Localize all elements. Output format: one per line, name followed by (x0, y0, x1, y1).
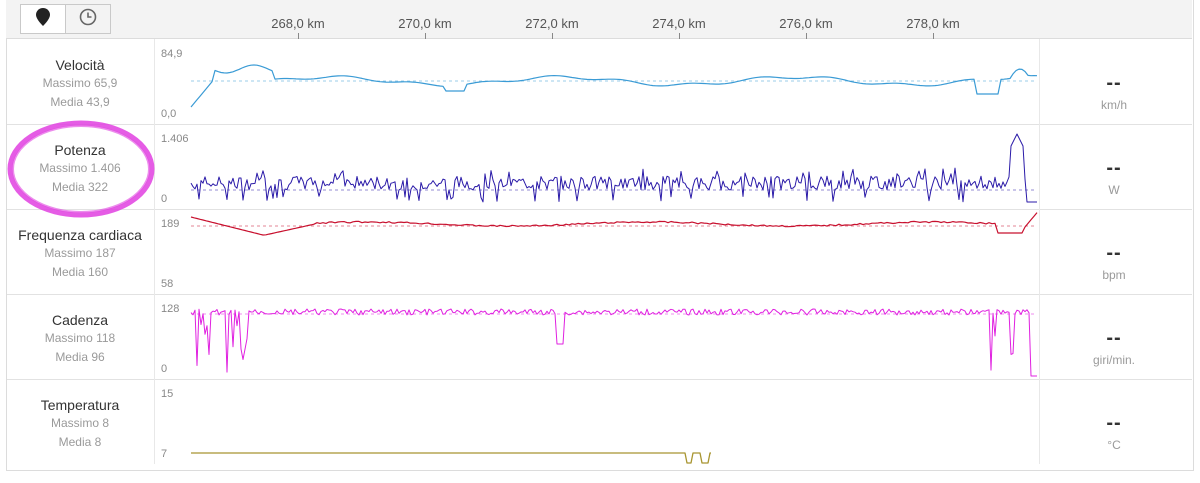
heart-rate-line (190, 212, 1038, 236)
unit-label: °C (1107, 438, 1121, 452)
axis-tick-label: 278,0 km (906, 16, 960, 31)
current-value-block: -- bpm (1039, 242, 1189, 284)
power-line (190, 133, 1037, 203)
metric-label-block: Frequenza cardiaca Massimo 187 Media 160 (7, 226, 153, 282)
y-max-label: 1.406 (161, 133, 189, 145)
cadence-chart[interactable]: 128 0 (154, 294, 1040, 379)
current-value-block: -- km/h (1039, 72, 1189, 114)
metric-label-block: Potenza Massimo 1.406 Media 322 (7, 141, 153, 197)
metric-title: Velocità (55, 57, 105, 73)
metric-label-block: Velocità Massimo 65,9 Media 43,9 (7, 56, 153, 112)
current-value-block: -- giri/min. (1039, 327, 1189, 369)
metric-label-block: Temperatura Massimo 8 Media 8 (7, 396, 153, 452)
current-value: -- (1106, 412, 1122, 434)
activity-panel (6, 0, 1194, 471)
unit-label: bpm (1102, 268, 1126, 282)
temperature-line (191, 452, 711, 464)
metric-avg: Media 96 (55, 350, 105, 364)
metric-row-frequenza-cardiaca[interactable]: Frequenza cardiaca Massimo 187 Media 160… (7, 209, 1192, 295)
axis-tick (933, 33, 934, 39)
current-value: -- (1106, 72, 1122, 94)
highlight-circle (7, 120, 155, 218)
distance-axis: 268,0 km 270,0 km 272,0 km 274,0 km 276,… (0, 0, 1200, 40)
axis-tick (806, 33, 807, 39)
metric-label-block: Cadenza Massimo 118 Media 96 (7, 311, 153, 367)
metric-title: Cadenza (51, 312, 109, 328)
metric-max: Massimo 1.406 (39, 161, 121, 175)
metric-avg: Media 8 (58, 435, 102, 449)
axis-tick-label: 268,0 km (271, 16, 325, 31)
y-max-label: 15 (161, 388, 174, 400)
current-value: -- (1106, 242, 1122, 264)
unit-label: km/h (1100, 98, 1127, 112)
current-value-block: -- °C (1039, 412, 1189, 454)
metric-row-velocita[interactable]: Velocità Massimo 65,9 Media 43,9 84,9 0,… (7, 39, 1192, 125)
speed-line (190, 64, 1038, 108)
speed-chart[interactable]: 84,9 0,0 (154, 39, 1040, 124)
axis-tick (552, 33, 553, 39)
metric-title: Temperatura (40, 397, 120, 413)
metric-max: Massimo 8 (50, 416, 109, 430)
axis-tick-label: 272,0 km (525, 16, 579, 31)
metric-avg: Media 43,9 (50, 95, 110, 109)
metric-title: Frequenza cardiaca (18, 227, 142, 243)
cadence-line (190, 308, 1037, 377)
axis-tick (425, 33, 426, 39)
map-pin-icon (36, 7, 50, 31)
view-toggle (20, 4, 111, 34)
map-view-button[interactable] (20, 4, 66, 34)
current-value-block: -- W (1039, 157, 1189, 199)
metric-avg: Media 160 (51, 265, 109, 279)
y-min-label: 0 (161, 193, 168, 205)
temperature-chart[interactable]: 15 7 (154, 379, 1040, 464)
metric-row-cadenza[interactable]: Cadenza Massimo 118 Media 96 128 0 -- gi… (7, 294, 1192, 380)
metric-max: Massimo 187 (44, 246, 116, 260)
y-min-label: 7 (161, 448, 168, 460)
metric-row-temperatura[interactable]: Temperatura Massimo 8 Media 8 15 7 -- °C (7, 379, 1192, 464)
axis-tick (679, 33, 680, 39)
current-value: -- (1106, 327, 1122, 349)
current-value: -- (1106, 157, 1122, 179)
metric-row-potenza[interactable]: Potenza Massimo 1.406 Media 322 1.406 0 … (7, 124, 1192, 210)
y-min-label: 0,0 (161, 108, 177, 120)
y-min-label: 0 (161, 363, 168, 375)
y-max-label: 128 (161, 303, 180, 315)
axis-tick-label: 276,0 km (779, 16, 833, 31)
metric-max: Massimo 118 (44, 331, 116, 345)
axis-tick (298, 33, 299, 39)
metric-avg: Media 322 (51, 180, 109, 194)
power-chart[interactable]: 1.406 0 (154, 124, 1040, 209)
metric-title: Potenza (54, 142, 106, 158)
metric-max: Massimo 65,9 (42, 76, 118, 90)
axis-tick-label: 274,0 km (652, 16, 706, 31)
toolbar (6, 0, 1192, 39)
clock-icon (79, 8, 97, 31)
heart-rate-chart[interactable]: 189 58 (154, 209, 1040, 294)
time-view-button[interactable] (66, 4, 111, 34)
axis-tick-label: 270,0 km (398, 16, 452, 31)
y-max-label: 84,9 (161, 48, 183, 60)
unit-label: giri/min. (1092, 353, 1135, 367)
y-max-label: 189 (161, 218, 180, 230)
unit-label: W (1108, 183, 1120, 197)
y-min-label: 58 (161, 278, 174, 290)
